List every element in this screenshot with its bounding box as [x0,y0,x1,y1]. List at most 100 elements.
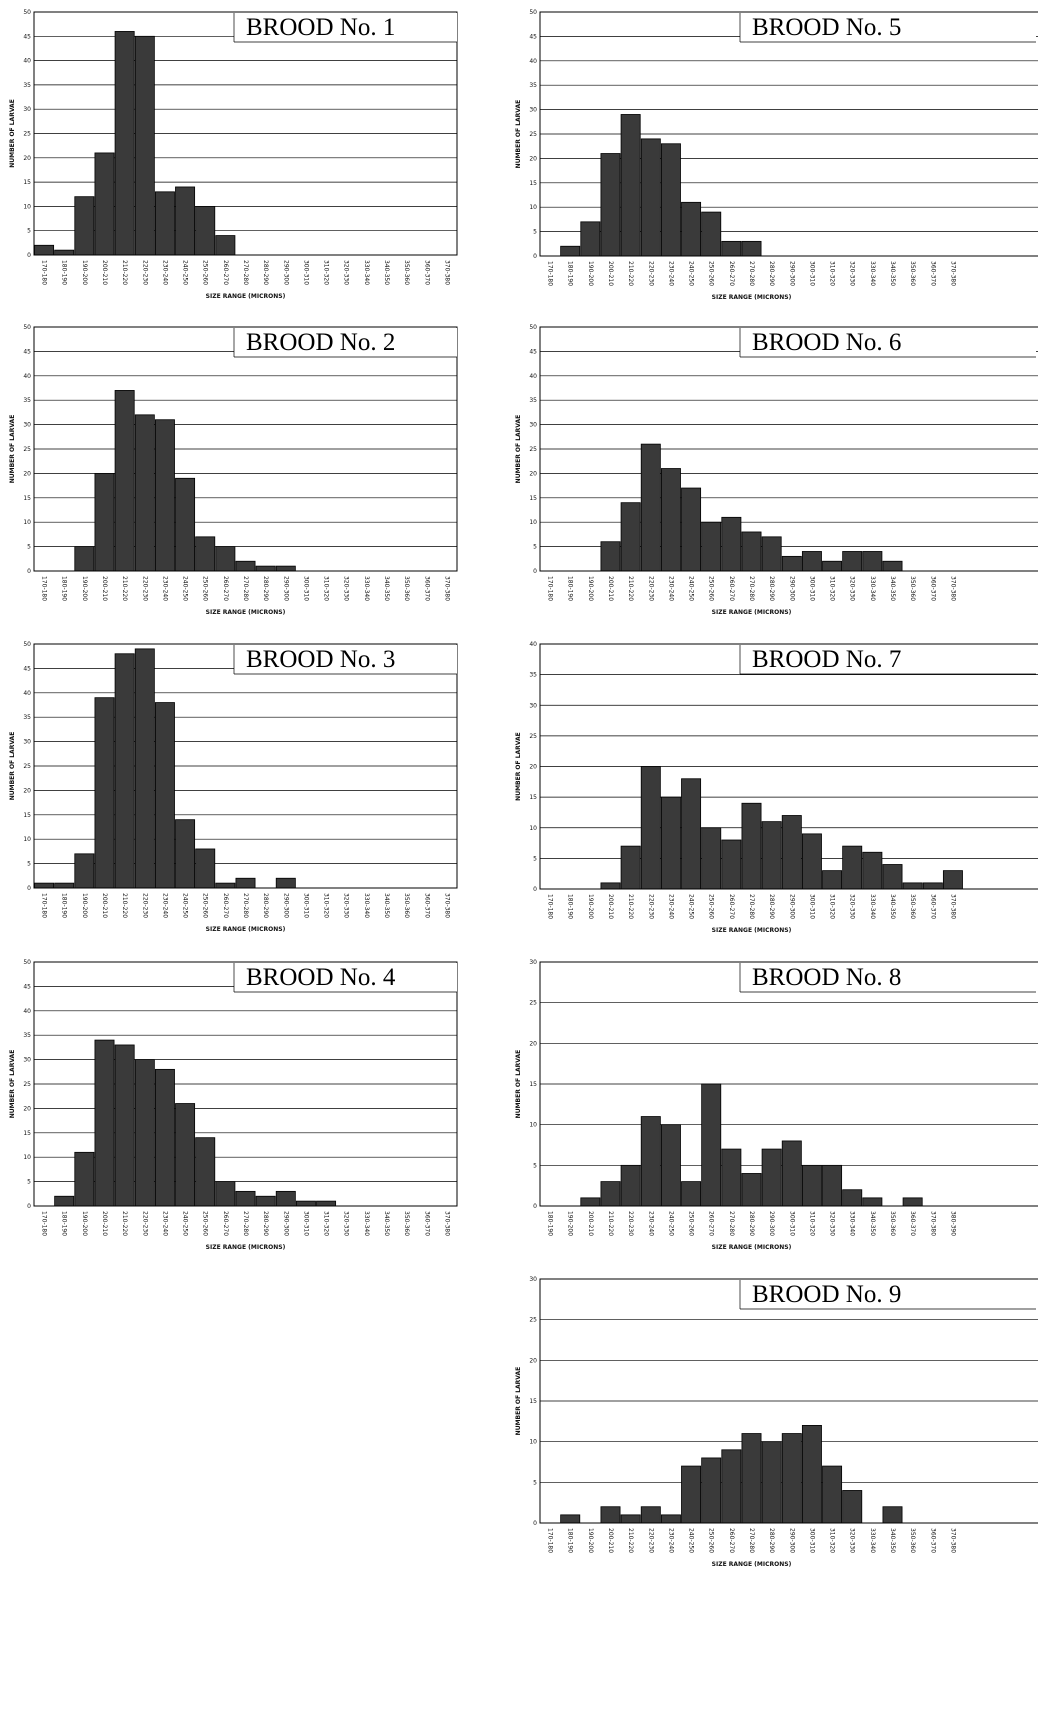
bar [275,877,296,889]
x-tick-label: 350-360 [889,1211,896,1236]
y-tick-label: 5 [533,229,537,236]
x-tick-label: 200-210 [101,893,108,918]
y-tick-label: 45 [529,348,537,355]
x-tick-label: 300-310 [302,1211,309,1236]
bar [560,1514,581,1524]
x-tick-label: 230-240 [161,260,168,285]
bar [640,138,661,257]
bar [134,1059,155,1207]
bar [154,419,175,572]
x-axis-title: SIZE RANGE (MICRONS) [712,1244,792,1251]
x-tick-label: 200-210 [607,261,614,286]
bar [114,1044,135,1207]
y-tick-label: 20 [529,1357,537,1364]
x-tick-label: 310-320 [323,576,330,601]
bar [922,882,943,890]
x-tick-label: 220-230 [647,576,654,601]
x-tick-label: 250-260 [202,576,209,601]
plot-frame [539,326,1038,572]
bar [235,560,256,572]
x-tick-label: 170-180 [41,893,48,918]
x-tick-label: 250-260 [688,1211,695,1236]
x-tick-label: 210-220 [121,893,128,918]
chart-title: BROOD No. 7 [752,646,901,673]
y-tick-label: 40 [23,690,31,697]
chart-panel-2: 0 5 10 15 20 25 30 35 40 45 50 170-180 180-190 190-20… [9,324,458,616]
bar [154,191,175,256]
bar [600,153,621,257]
bar [94,1039,115,1207]
x-tick-label: 200-210 [587,1211,594,1236]
y-tick-label: 50 [23,641,31,648]
x-tick-label: 260-270 [728,261,735,286]
x-tick-label: 350-360 [909,1528,916,1553]
x-tick-label: 310-320 [829,1528,836,1553]
bar [195,536,216,572]
bar [74,1151,95,1207]
y-tick-label: 30 [529,107,537,114]
bar [882,864,903,890]
x-tick-label: 170-180 [41,1211,48,1236]
x-tick-label: 370-380 [443,893,450,918]
x-tick-label: 250-260 [202,1211,209,1236]
plot-frame [539,1278,1038,1524]
y-tick-label: 5 [533,855,537,862]
x-tick-label: 360-370 [929,894,936,919]
bar [862,851,883,890]
x-tick-label: 260-270 [222,576,229,601]
bar [215,1181,236,1207]
bar [215,546,236,572]
bar [781,815,802,890]
y-tick-label: 40 [23,373,31,380]
x-tick-label: 340-350 [889,894,896,919]
x-tick-label: 290-300 [282,1211,289,1236]
y-tick-label: 15 [23,1130,31,1137]
x-tick-label: 230-240 [161,1211,168,1236]
x-tick-label: 370-380 [949,576,956,601]
x-tick-label: 250-260 [202,893,209,918]
x-tick-label: 330-340 [363,260,370,285]
bar [882,1506,903,1524]
y-tick-label: 25 [23,131,31,138]
y-tick-label: 30 [23,739,31,746]
x-tick-label: 190-200 [587,261,594,286]
x-tick-label: 250-260 [708,894,715,919]
x-tick-label: 210-220 [627,576,634,601]
bar [741,802,762,890]
x-tick-label: 280-290 [768,894,775,919]
x-tick-label: 330-340 [869,1528,876,1553]
x-tick-label: 210-220 [121,576,128,601]
y-tick-label: 15 [529,1081,537,1088]
x-tick-label: 320-330 [849,261,856,286]
x-tick-label: 190-200 [567,1211,574,1236]
x-tick-label: 300-310 [302,893,309,918]
bar [862,551,883,572]
x-tick-label: 300-310 [808,576,815,601]
plot-frame [539,643,1038,890]
chart-title: BROOD No. 6 [752,329,901,356]
x-axis-title: SIZE RANGE (MICRONS) [206,926,286,933]
x-tick-label: 180-190 [567,576,574,601]
bar [761,1441,782,1524]
bar [640,1506,661,1524]
y-tick-label: 35 [529,82,537,89]
x-tick-label: 190-200 [81,893,88,918]
x-tick-label: 310-320 [829,576,836,601]
chart-panel-6: 0 5 10 15 20 25 30 35 40 45 50 170-180 180-190 190-20… [515,324,1038,616]
bar [842,1189,863,1207]
bar [620,502,641,572]
y-tick-label: 45 [529,33,537,40]
title-box [740,645,1036,674]
x-tick-label: 290-300 [788,576,795,601]
bar [255,565,276,572]
x-tick-label: 180-190 [61,260,68,285]
x-axis-title: SIZE RANGE (MICRONS) [712,1561,792,1568]
x-tick-label: 340-350 [869,1211,876,1236]
x-axis-title: SIZE RANGE (MICRONS) [712,927,792,934]
x-tick-label: 200-210 [607,1528,614,1553]
bar [660,1124,681,1207]
title-box [234,328,457,357]
bar [721,839,742,890]
y-axis-title: NUMBER OF LARVAE [515,100,522,169]
x-tick-label: 190-200 [81,576,88,601]
